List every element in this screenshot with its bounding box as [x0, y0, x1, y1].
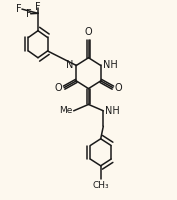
Text: NH: NH	[105, 106, 119, 116]
Text: O: O	[85, 27, 92, 37]
Text: CH₃: CH₃	[92, 181, 109, 190]
Text: N: N	[66, 60, 74, 70]
Text: O: O	[54, 83, 62, 93]
Text: O: O	[115, 83, 123, 93]
Text: F: F	[26, 9, 31, 19]
Text: F: F	[16, 4, 22, 14]
Text: F: F	[35, 2, 41, 12]
Text: Me: Me	[59, 106, 72, 115]
Text: NH: NH	[103, 60, 118, 70]
